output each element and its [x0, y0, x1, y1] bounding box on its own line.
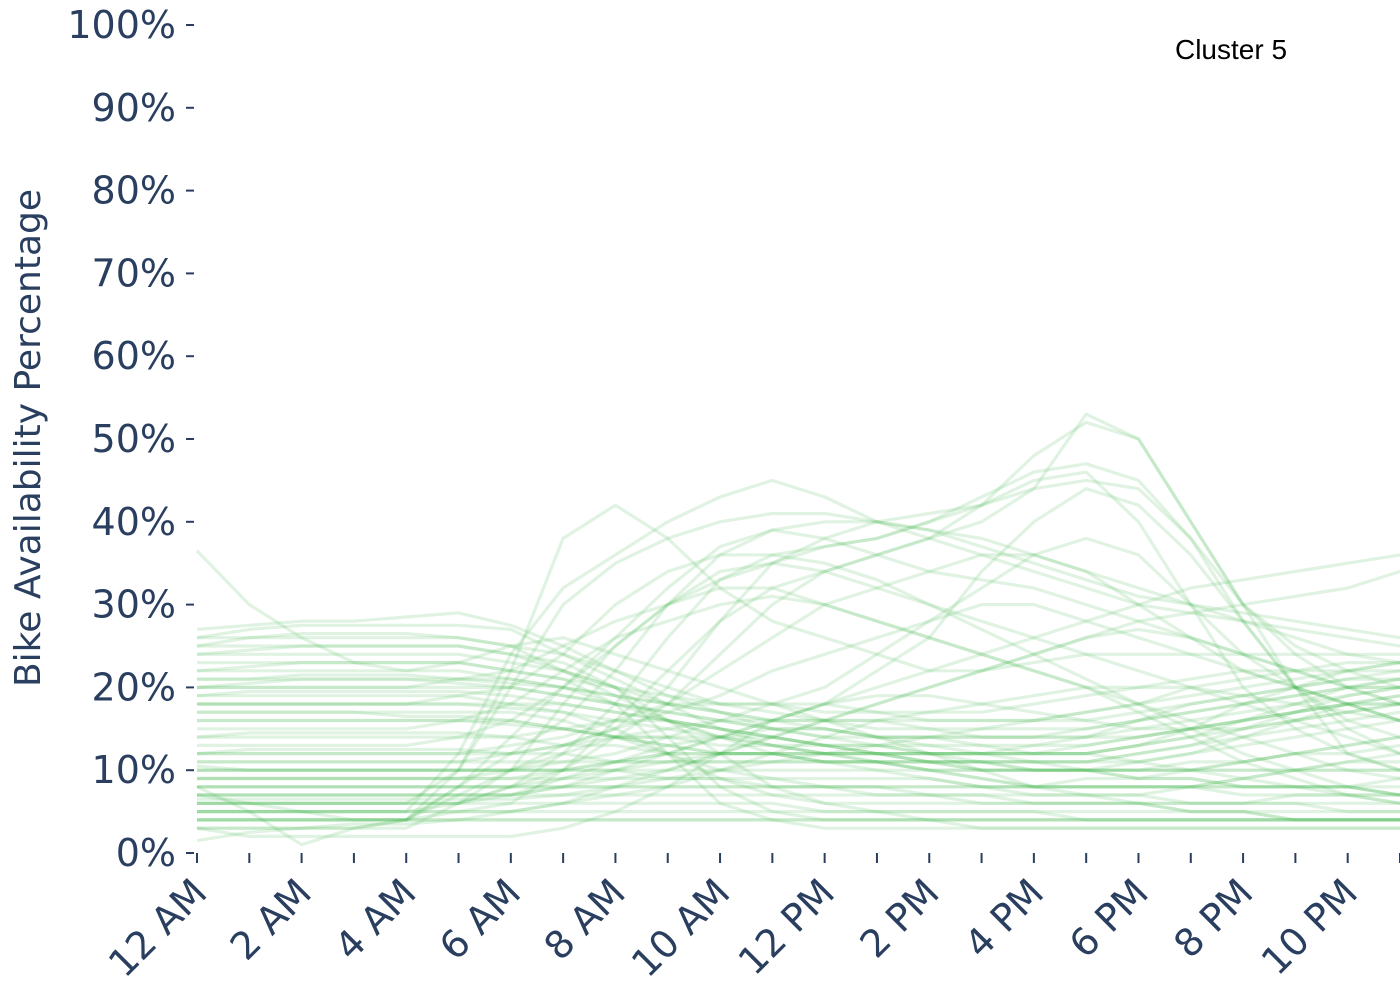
series-line-37	[197, 569, 1400, 789]
series-line-16	[196, 764, 1400, 772]
series-line-5	[196, 644, 1400, 756]
series-line-31	[197, 503, 1400, 830]
series-line-19	[197, 785, 1400, 805]
series-line-54	[197, 702, 1400, 781]
x-tick-label: 10 AM	[623, 870, 738, 985]
series-line-58	[197, 735, 1400, 789]
series-line-34	[197, 462, 1400, 814]
series-line-10	[197, 694, 1400, 748]
series-line-27	[196, 528, 1400, 822]
series-line-45	[197, 586, 1400, 805]
x-tick-label: 2 AM	[222, 870, 320, 968]
series-line-40	[197, 553, 1400, 756]
y-tick-label: 80%	[92, 169, 176, 213]
series-line-1	[195, 549, 1400, 797]
y-tick-label: 40%	[92, 500, 176, 544]
series-line-46	[197, 636, 1400, 822]
y-tick-label: 20%	[92, 665, 176, 709]
x-tick-label: 4 AM	[326, 870, 424, 968]
series-line-21	[197, 793, 1400, 814]
series-line-50	[197, 694, 1400, 805]
series-line-36	[197, 553, 1400, 797]
series-line-53	[197, 677, 1400, 731]
series-line-65	[196, 694, 1400, 839]
x-tick-label: 6 AM	[431, 870, 529, 968]
series-line-17	[197, 768, 1400, 797]
series-line-18	[197, 776, 1400, 789]
x-tick-label: 12 PM	[730, 870, 843, 983]
series-line-63	[197, 636, 1400, 723]
x-tick-label: 10 PM	[1253, 870, 1366, 983]
y-axis-title: Bike Availability Percentage	[8, 189, 49, 687]
y-tick-label: 90%	[92, 86, 176, 130]
series-line-12	[197, 694, 1400, 772]
series-line-28	[197, 511, 1400, 805]
series-line-41	[197, 602, 1400, 764]
series-line-3	[196, 623, 1400, 789]
series-line-29	[197, 478, 1400, 814]
series-line-62	[197, 702, 1400, 756]
series-line-15	[197, 685, 1400, 764]
series-line-64	[197, 685, 1400, 739]
cluster-annotation: Cluster 5	[1175, 34, 1287, 65]
series-line-32	[197, 478, 1400, 830]
series-line-35	[197, 412, 1400, 805]
series-line-66	[197, 627, 1400, 822]
series-line-25	[196, 818, 1400, 843]
series-line-49	[197, 660, 1400, 830]
y-tick-label: 60%	[92, 334, 176, 378]
y-tick-label: 70%	[92, 251, 176, 295]
x-tick-label: 4 PM	[956, 870, 1052, 966]
x-tick-label: 8 PM	[1165, 870, 1261, 966]
series-line-30	[197, 520, 1400, 822]
series-line-7	[197, 660, 1400, 714]
series-line-38	[197, 487, 1400, 781]
series-line-57	[197, 751, 1400, 805]
series-line-42	[197, 561, 1400, 756]
y-tick-label: 0%	[116, 831, 176, 875]
x-tick-label: 6 PM	[1061, 870, 1157, 966]
series-line-59	[197, 718, 1400, 772]
series-line-13	[196, 718, 1400, 764]
y-axis: 0% 10% 20% 30% 40% 50% 60% 70% 80% 90% 100%	[67, 3, 194, 875]
series-line-48	[197, 644, 1400, 830]
series-line-23	[197, 809, 1400, 822]
series-line-4	[196, 631, 1400, 797]
series-group	[195, 412, 1400, 847]
series-line-56	[197, 677, 1400, 789]
series-line-26	[196, 470, 1400, 847]
y-tick-label: 10%	[92, 748, 176, 792]
x-tick-label: 12 AM	[100, 870, 215, 985]
series-line-60	[197, 669, 1400, 797]
series-line-51	[197, 710, 1400, 789]
series-line-55	[197, 727, 1400, 805]
x-tick-label: 2 PM	[851, 870, 947, 966]
y-tick-label: 30%	[92, 583, 176, 627]
series-line-44	[197, 553, 1400, 797]
series-line-11	[197, 677, 1400, 756]
series-line-9	[196, 689, 1400, 756]
series-line-22	[197, 801, 1400, 822]
x-tick-label: 8 AM	[535, 870, 633, 968]
y-tick-label: 50%	[92, 417, 176, 461]
series-line-14	[196, 743, 1400, 772]
series-line-33	[197, 420, 1400, 822]
series-line-20	[197, 785, 1400, 814]
series-line-47	[197, 652, 1400, 822]
series-line-8	[196, 677, 1400, 739]
series-line-39	[197, 536, 1400, 772]
series-line-2	[196, 611, 1400, 797]
series-line-6	[196, 660, 1400, 723]
series-line-52	[197, 710, 1400, 764]
series-line-61	[197, 685, 1400, 814]
y-tick-label: 100%	[67, 3, 176, 47]
series-line-43	[197, 594, 1400, 781]
